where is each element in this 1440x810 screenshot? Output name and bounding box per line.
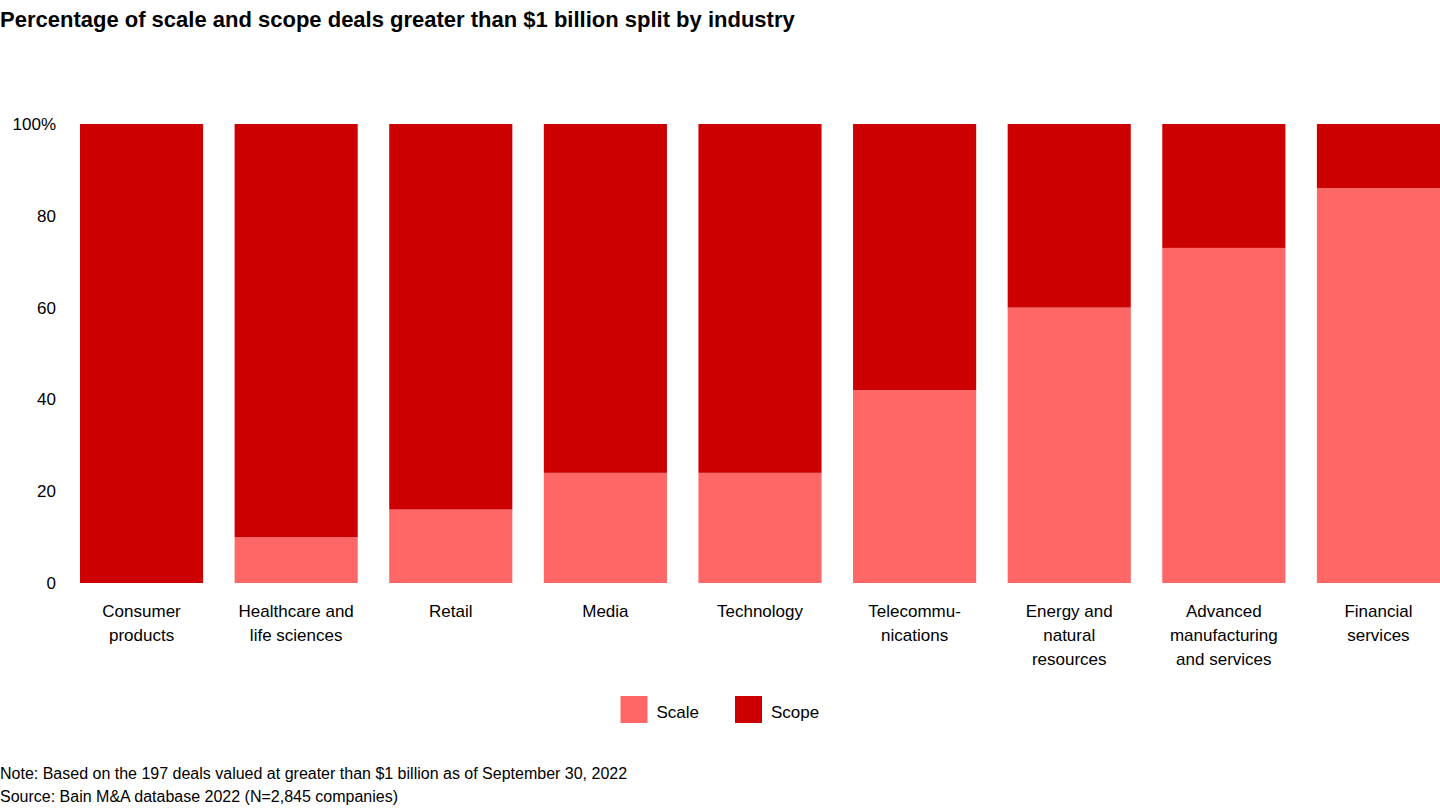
bar-segment: [1008, 124, 1131, 308]
note: Note: Based on the 197 deals valued at g…: [0, 765, 627, 782]
y-tick-label: 40: [37, 390, 56, 409]
y-tick: [72, 583, 74, 584]
bar-segment: [235, 124, 358, 537]
bar-segment: [544, 473, 667, 583]
bar-segment: [698, 124, 821, 473]
y-tick-label: 100%: [13, 115, 56, 134]
chart-svg: Percentage of scale and scope deals grea…: [0, 0, 1440, 810]
bar-segment: [1317, 188, 1440, 583]
y-tick-label: 20: [37, 482, 56, 501]
bar-segment: [853, 124, 976, 390]
chart-title: Percentage of scale and scope deals grea…: [0, 7, 795, 32]
x-tick-label: Financialservices: [1344, 602, 1412, 645]
x-tick-label: Telecommu-nications: [868, 602, 961, 645]
source: Source: Bain M&A database 2022 (N=2,845 …: [0, 788, 398, 805]
x-tick-label: Consumerproducts: [102, 602, 181, 645]
x-tick-label: Technology: [717, 602, 804, 621]
x-tick-label: Retail: [429, 602, 472, 621]
y-tick-label: 0: [47, 574, 56, 593]
y-tick: [72, 124, 74, 125]
x-axis: Consumerproducts Healthcare andlife scien…: [102, 602, 1412, 669]
bar-segment: [1008, 308, 1131, 583]
y-tick: [72, 307, 74, 308]
bar-segment: [389, 124, 512, 510]
bar-segment: [389, 510, 512, 583]
chart-container: Percentage of scale and scope deals grea…: [0, 0, 1440, 810]
bar-segment: [853, 390, 976, 583]
bar-segment: [235, 537, 358, 583]
bar-segment: [698, 473, 821, 583]
bar-segment: [1162, 248, 1285, 583]
x-tick-label: Healthcare andlife sciences: [239, 602, 354, 645]
bar-segment: [1162, 124, 1285, 248]
x-tick-label: Energy andnaturalresources: [1026, 602, 1113, 669]
y-tick: [72, 491, 74, 492]
y-tick-label: 60: [37, 299, 56, 318]
y-axis: 0 20 40 60 80 100%: [13, 115, 74, 593]
legend-swatch: [735, 696, 762, 723]
bars: [80, 124, 1440, 583]
y-tick-label: 80: [37, 207, 56, 226]
legend-label: Scope: [771, 703, 819, 722]
bar-segment: [544, 124, 667, 473]
y-tick: [72, 215, 74, 216]
legend: Scale Scope: [621, 696, 820, 723]
legend-swatch: [621, 696, 648, 723]
x-tick-label: Media: [582, 602, 629, 621]
bar-segment: [1317, 124, 1440, 188]
bar-segment: [80, 124, 203, 583]
legend-label: Scale: [657, 703, 700, 722]
x-tick-label: Advancedmanufacturingand services: [1170, 602, 1278, 669]
y-tick: [72, 399, 74, 400]
